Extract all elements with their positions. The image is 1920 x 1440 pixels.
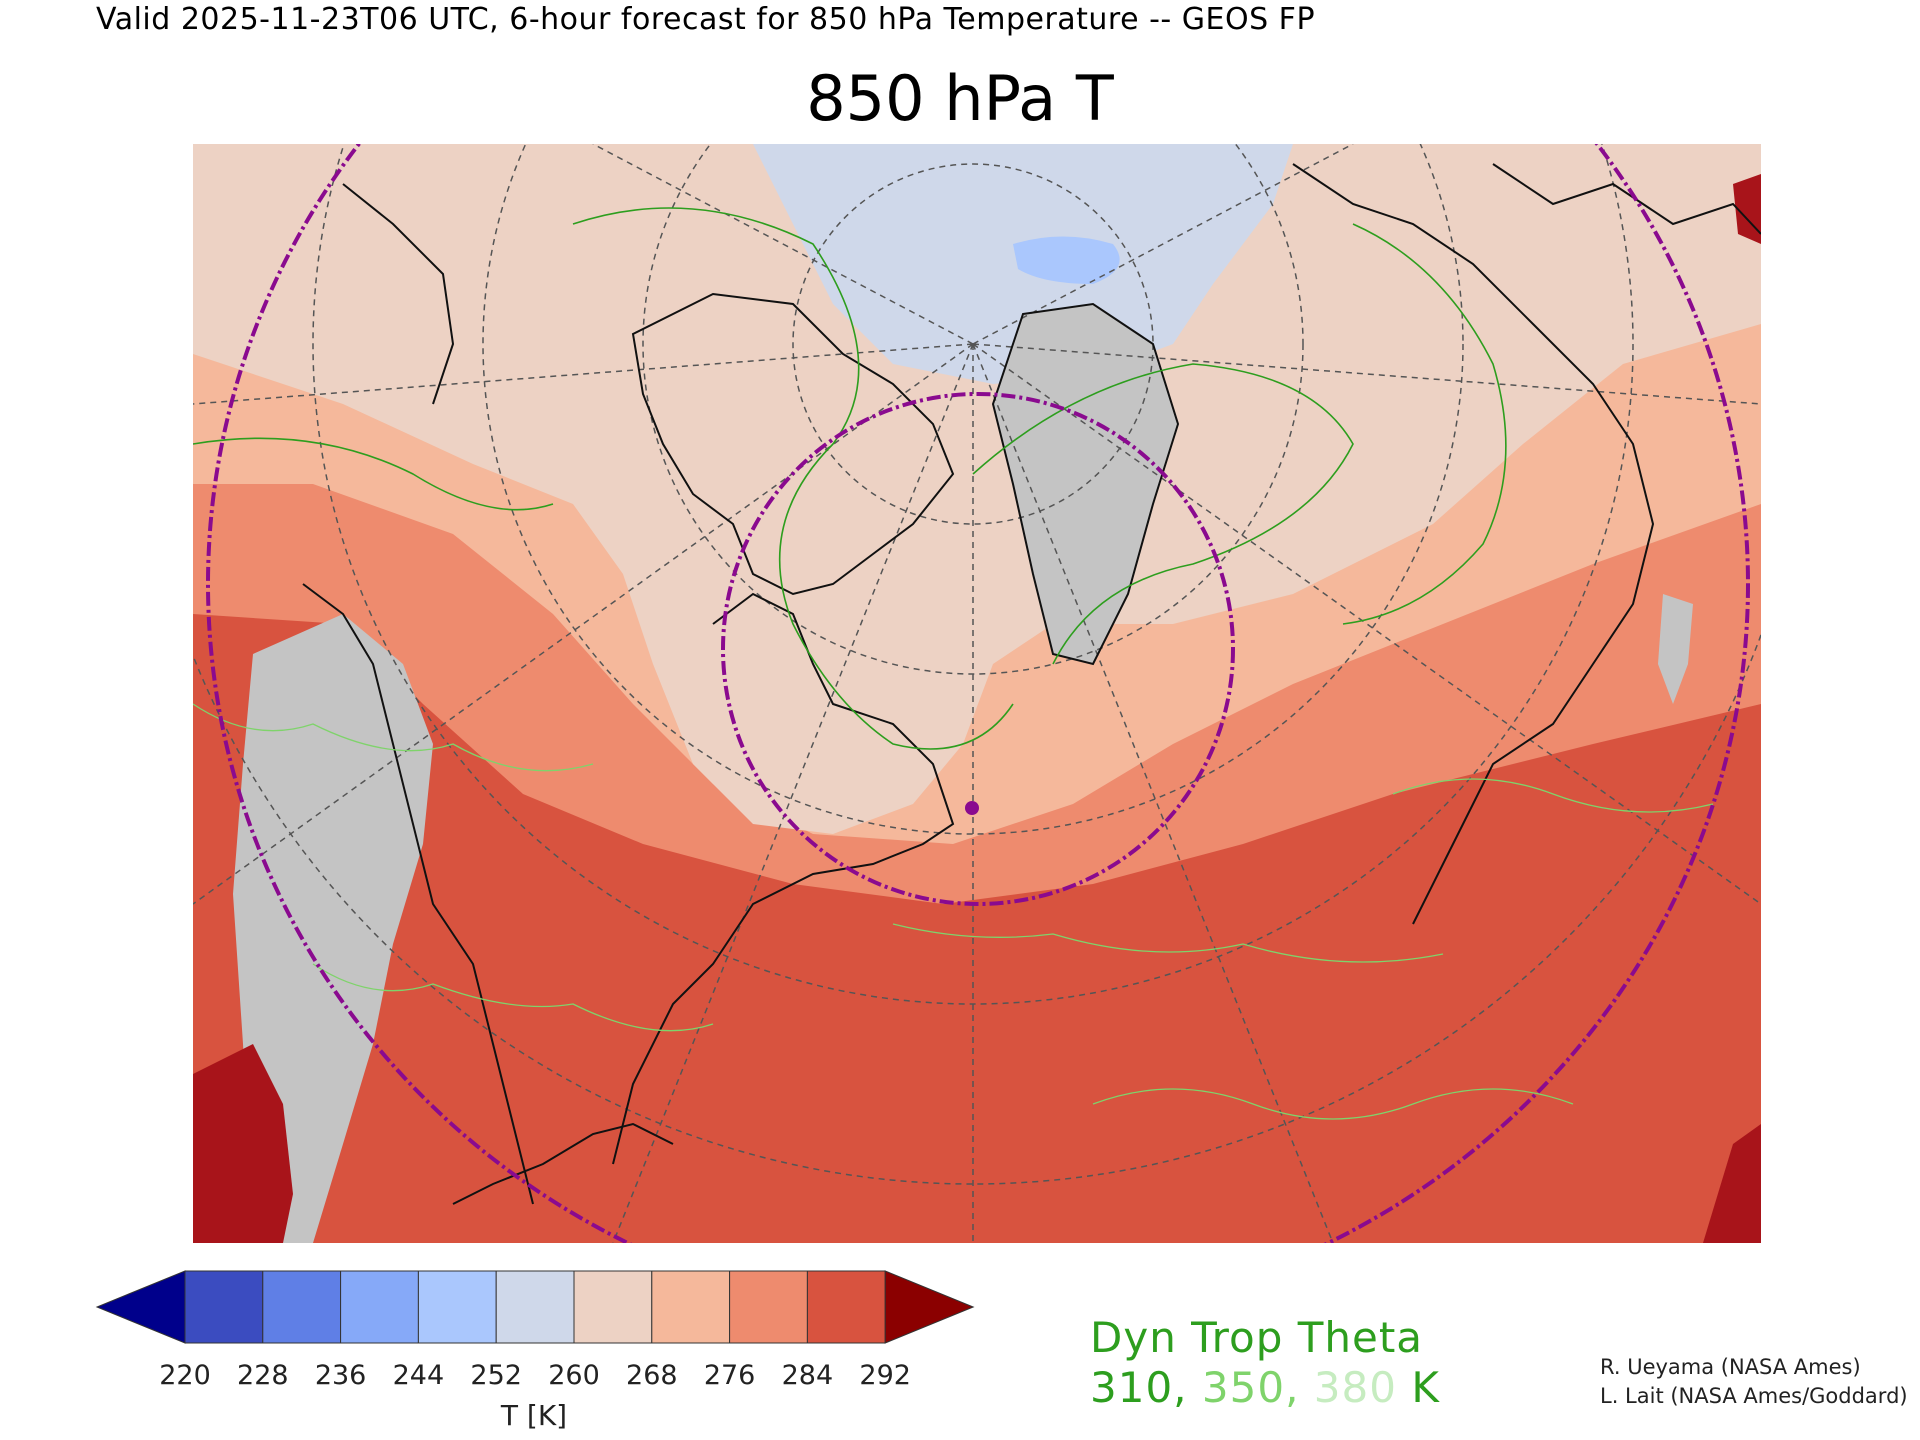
- hot-spot-west: [193, 1044, 293, 1243]
- colorbar-segment: [651, 1270, 731, 1344]
- rockies-mask: [233, 614, 433, 1243]
- forecast-map: [193, 144, 1761, 1243]
- purple-dot-marker: [965, 801, 979, 815]
- blue-pool: [1013, 236, 1120, 284]
- colorbar-segment: [184, 1270, 264, 1344]
- dyn-trop-title: Dyn Trop Theta: [1090, 1313, 1424, 1362]
- theta-350-label: 350: [1201, 1363, 1286, 1412]
- pale-region: [193, 144, 1761, 834]
- header-text: Valid 2025-11-23T06 UTC, 6-hour forecast…: [96, 2, 1316, 37]
- colorbar-segment: [573, 1270, 653, 1344]
- colorbar-tick-label: 268: [626, 1360, 678, 1391]
- coastlines: [302, 163, 1761, 1205]
- greenland-mask: [993, 304, 1178, 664]
- colorbar-segment: [495, 1270, 575, 1344]
- credit-line-2: L. Lait (NASA Ames/Goddard): [1600, 1384, 1908, 1408]
- theta-310-label: 310: [1090, 1363, 1174, 1412]
- colorbar-tick-label: 276: [703, 1360, 756, 1391]
- sep-1: ,: [1173, 1363, 1188, 1412]
- colorbar-tick-label: 284: [781, 1360, 834, 1391]
- purple-rings: [206, 144, 1750, 1243]
- colorbar-max-arrow: [884, 1270, 975, 1344]
- colorbar-tick-label: 244: [392, 1360, 445, 1391]
- hot-spot-east: [1703, 1124, 1761, 1243]
- colorbar-segment: [417, 1270, 497, 1344]
- colorbar-tick-label: 236: [314, 1360, 367, 1391]
- theta-unit: K: [1411, 1363, 1440, 1412]
- colorbar-tick-label: 220: [159, 1360, 211, 1391]
- dyn-trop-values: 310, 350, 380 K: [1090, 1363, 1440, 1412]
- sep-2: ,: [1285, 1363, 1300, 1412]
- colorbar-segment: [729, 1270, 808, 1344]
- colorbar-tick-label: 252: [470, 1360, 522, 1391]
- theta-310-contours: [193, 207, 1507, 750]
- colorbar-units: T [K]: [500, 1399, 568, 1432]
- colorbar-tick-label: 292: [859, 1360, 911, 1391]
- colorbar-segment: [340, 1270, 419, 1344]
- credit-line-1: R. Ueyama (NASA Ames): [1600, 1355, 1861, 1379]
- theta-380-label: 380: [1313, 1363, 1397, 1412]
- colorbar-segments: [95, 1270, 975, 1344]
- colorbar-min-arrow: [95, 1270, 186, 1344]
- colorbar-segment: [806, 1270, 886, 1344]
- colorbar-segment: [262, 1270, 342, 1344]
- siberia-mask: [1658, 594, 1693, 704]
- page-title: 850 hPa T: [806, 62, 1114, 135]
- colorbar-tick-label: 260: [548, 1360, 600, 1391]
- theta-350-contours: [193, 703, 1714, 1120]
- colorbar-tick-label: 228: [237, 1360, 289, 1391]
